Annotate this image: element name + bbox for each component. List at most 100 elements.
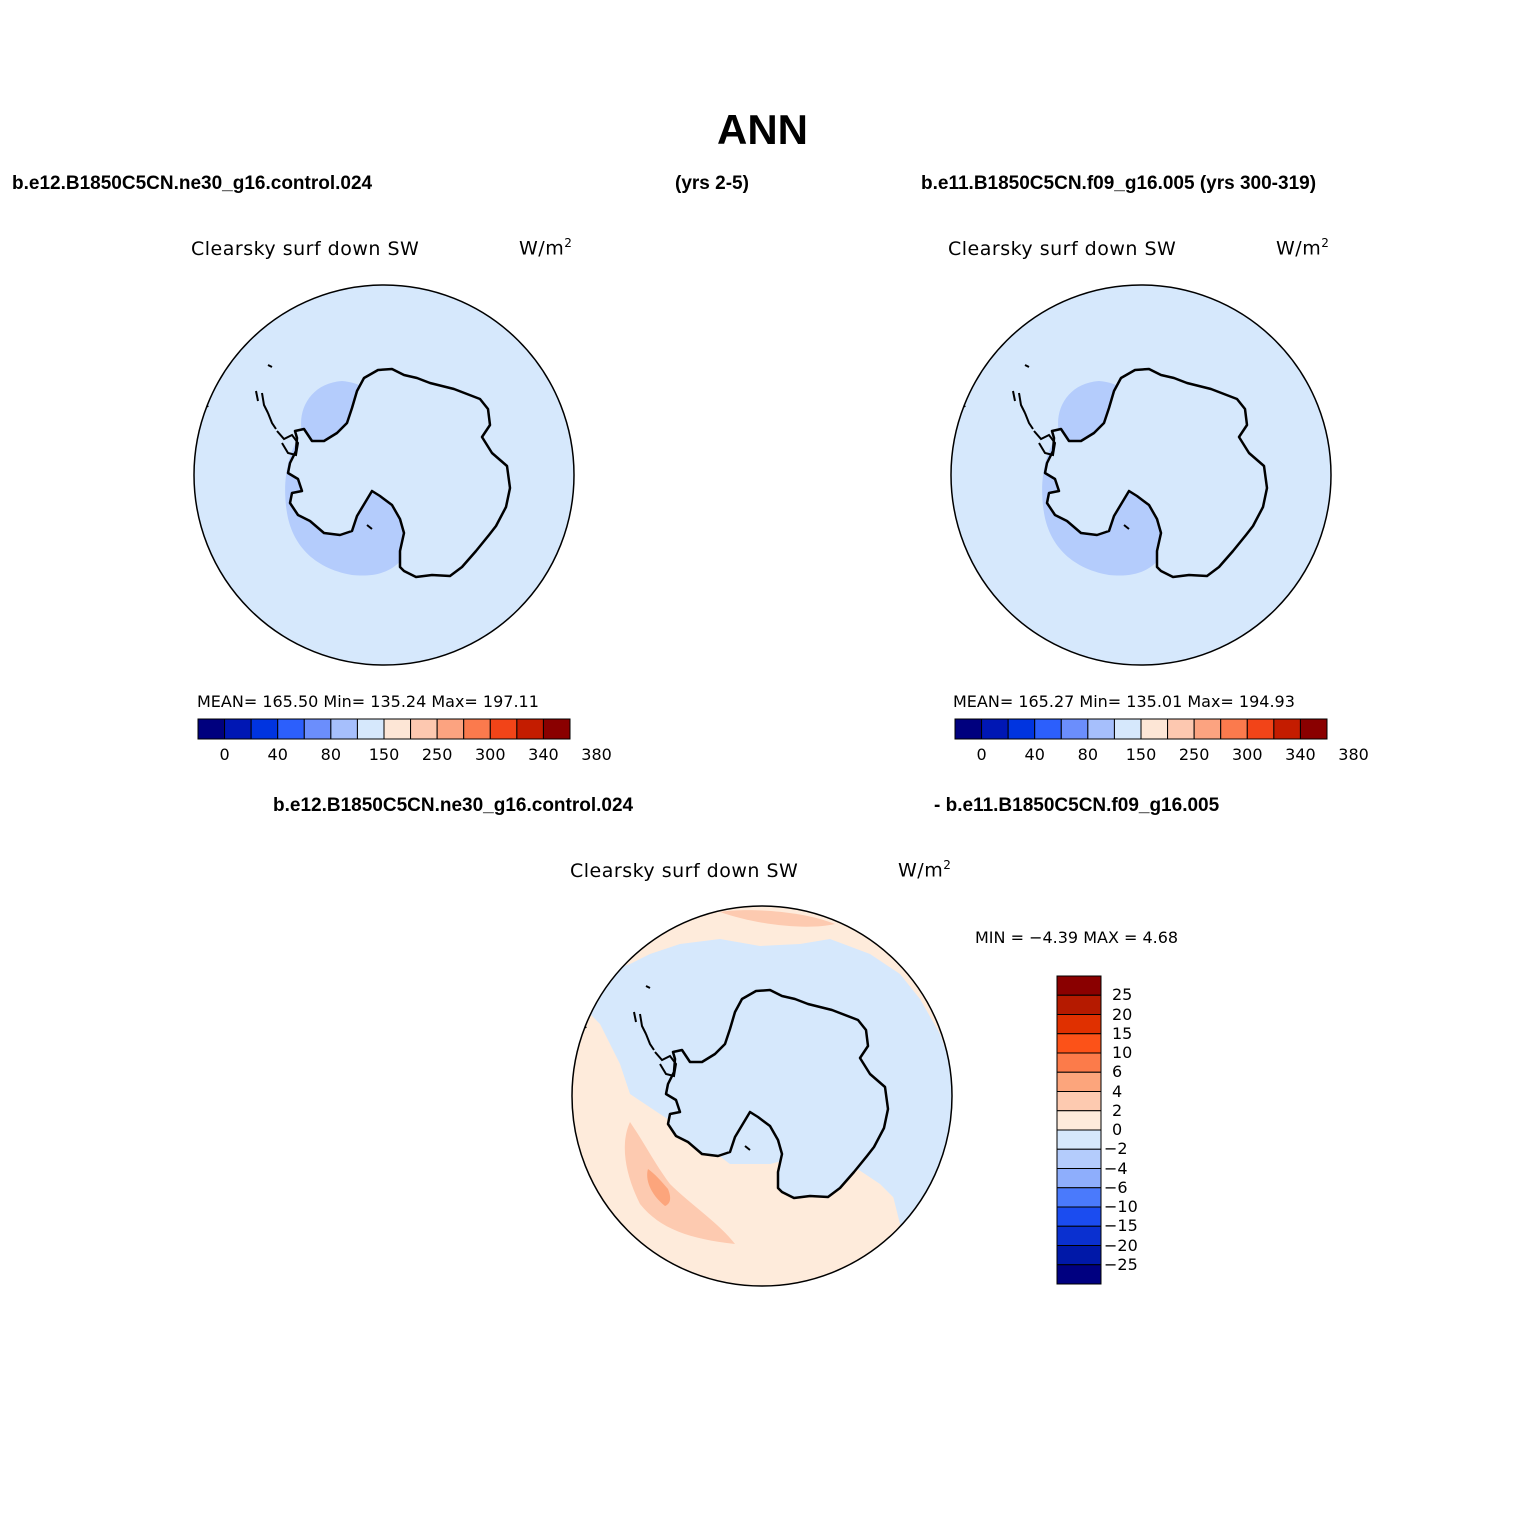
panel2-variable: Clearsky surf down SW — [948, 238, 1177, 260]
panel2-colorbar-label: 40 — [1024, 745, 1045, 764]
panel1-colorbar-swatch — [410, 718, 438, 740]
panel1-colorbar-label: 80 — [320, 745, 342, 764]
panel3-colorbar-swatch — [1056, 1168, 1102, 1189]
panel3-colorbar-swatch — [1056, 1264, 1102, 1285]
panel3-border — [571, 905, 953, 1287]
panel3-colorbar-label: 4 — [1112, 1081, 1123, 1101]
panel3-colorbar-swatch — [1056, 1187, 1102, 1208]
panel1-variable: Clearsky surf down SW — [191, 238, 420, 260]
panel1-map — [193, 284, 575, 666]
panel1-colorbar-label: 340 — [528, 745, 559, 764]
panel1-colorbar-swatch — [516, 718, 544, 740]
panel3-colorbar-swatch — [1056, 975, 1102, 996]
panel2-colorbar-swatch — [1087, 718, 1115, 740]
panel3-colorbar-label: −10 — [1104, 1197, 1138, 1216]
panel3-colorbar-label: 0 — [1112, 1120, 1123, 1139]
diff-left-header: b.e12.B1850C5CN.ne30_g16.control.024 — [273, 795, 634, 816]
case1-years: (yrs 2-5) — [675, 173, 749, 194]
panel3-colorbar-swatch — [1056, 1148, 1102, 1169]
panel1-colorbar-swatch — [436, 718, 465, 740]
panel2-border — [950, 284, 1332, 666]
panel1-colorbar-label: 0 — [219, 745, 230, 764]
panel3-colorbar-label: 15 — [1112, 1023, 1133, 1043]
panel3-colorbar-label: 25 — [1112, 985, 1133, 1005]
panel1-colorbar-swatch — [463, 718, 491, 740]
panel3-variable: Clearsky surf down SW — [570, 860, 799, 882]
panel1-colorbar-swatch — [250, 718, 279, 740]
panel3-colorbar-labels: 25 20 15 10 6 4 2 0 −2 −4 −6 −10 −15 −20 −25 — [1104, 976, 1164, 1284]
panel1-colorbar-label: 300 — [475, 745, 506, 764]
panel1-border — [193, 284, 575, 666]
panel3-colorbar — [1056, 975, 1102, 1285]
panel1-colorbar-swatch — [542, 718, 571, 740]
panel2-colorbar-swatch — [1193, 718, 1222, 740]
panel3-colorbar-label: 20 — [1112, 1004, 1133, 1024]
panel1-colorbar-swatch — [224, 718, 252, 740]
panel1-colorbar-label: 250 — [421, 745, 453, 764]
panel3-colorbar-label: 2 — [1112, 1100, 1123, 1120]
panel3-colorbar-label: 10 — [1112, 1043, 1133, 1062]
panel2-colorbar-swatch — [1220, 718, 1248, 740]
panel2-colorbar-swatch — [981, 718, 1009, 740]
panel3-units: W/m2 — [898, 858, 952, 882]
panel3-colorbar-swatch — [1056, 1014, 1102, 1035]
panel1-colorbar-swatch — [356, 718, 385, 740]
panel3-colorbar-label: −15 — [1104, 1216, 1138, 1236]
panel3-pos-band — [624, 1122, 735, 1244]
panel1-colorbar-label: 40 — [267, 745, 288, 764]
main-title: ANN — [717, 106, 808, 153]
panel1-colorbar-swatch — [383, 718, 412, 740]
panel2-colorbar — [954, 718, 1328, 740]
panel1-stats: MEAN= 165.50 Min= 135.24 Max= 197.11 — [197, 692, 539, 711]
panel3-colorbar-label: 6 — [1112, 1062, 1123, 1082]
panel3-pos-top — [720, 910, 835, 927]
panel2-colorbar-swatch — [1034, 718, 1062, 740]
panel2-colorbar-swatch — [1060, 718, 1089, 740]
panel3-colorbar-swatch — [1056, 1225, 1102, 1246]
panel3-colorbar-swatch — [1056, 1091, 1102, 1112]
panel3-colorbar-label: −6 — [1104, 1177, 1128, 1197]
panel2-colorbar-swatch — [1299, 718, 1328, 740]
panel1-colorbar-swatch — [303, 718, 332, 740]
panel2-colorbar-swatch — [1113, 718, 1142, 740]
panel1-units: W/m2 — [519, 236, 573, 260]
panel1-colorbar-swatch — [277, 718, 305, 740]
panel2-colorbar-label: 150 — [1125, 745, 1157, 764]
panel2-colorbar-swatch — [954, 718, 983, 740]
panel1-colorbar-labels: 0 40 80 150 250 300 340 380 — [198, 745, 611, 765]
panel2-continent — [1043, 367, 1269, 579]
panel2-colorbar-swatch — [1007, 718, 1036, 740]
case1-header: b.e12.B1850C5CN.ne30_g16.control.024 — [12, 173, 373, 194]
panel3-colorbar-swatch — [1056, 994, 1102, 1015]
panel3-colorbar-label: −4 — [1104, 1158, 1128, 1178]
panel3-colorbar-swatch — [1056, 1110, 1102, 1131]
panel3-peninsula — [633, 1011, 678, 1078]
panel2-colorbar-label: 380 — [1338, 745, 1369, 764]
panel3-pos-peak — [647, 1169, 671, 1206]
panel1-colorbar-label: 380 — [581, 745, 612, 764]
panel3-colorbar-swatch — [1056, 1206, 1102, 1227]
panel3-colorbar-swatch — [1056, 1245, 1102, 1266]
panel3-colorbar-label: −2 — [1104, 1139, 1128, 1159]
panel3-colorbar-swatch — [1056, 1033, 1102, 1054]
panel3-map — [571, 905, 953, 1287]
panel2-stats: MEAN= 165.27 Min= 135.01 Max= 194.93 — [953, 692, 1295, 711]
panel3-colorbar-swatch — [1056, 1052, 1102, 1073]
panel1-colorbar-swatch — [330, 718, 358, 740]
panel3-continent — [664, 988, 890, 1200]
case2-header: b.e11.B1850C5CN.f09_g16.005 (yrs 300-319… — [921, 173, 1317, 194]
panel2-peninsula — [1012, 390, 1057, 457]
panel3-colorbar-swatch — [1056, 1129, 1102, 1150]
panel1-colorbar-label: 150 — [368, 745, 400, 764]
panel3-colorbar-label: −25 — [1104, 1254, 1138, 1274]
panel1-colorbar-swatch — [489, 718, 518, 740]
panel2-colorbar-label: 0 — [976, 745, 987, 764]
panel2-colorbar-label: 80 — [1077, 745, 1099, 764]
diff-right-header: - b.e11.B1850C5CN.f09_g16.005 — [934, 795, 1220, 816]
panel1-peninsula — [255, 390, 300, 457]
panel1-colorbar-swatch — [197, 718, 226, 740]
panel2-units: W/m2 — [1276, 236, 1330, 260]
panel3-stats: MIN = −4.39 MAX = 4.68 — [975, 928, 1179, 947]
panel1-continent — [286, 367, 512, 579]
panel2-colorbar-label: 300 — [1232, 745, 1263, 764]
